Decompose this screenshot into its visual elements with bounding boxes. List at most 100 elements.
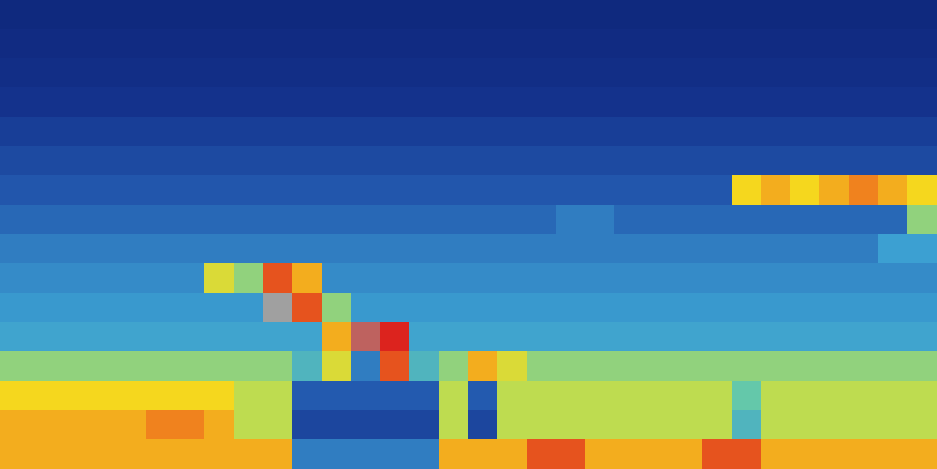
- cell: [87, 0, 119, 31]
- cell: [204, 234, 236, 265]
- cell: [761, 439, 792, 469]
- cell: [117, 234, 148, 265]
- cell: [702, 293, 734, 324]
- cell: [380, 0, 411, 31]
- cell: [849, 29, 880, 60]
- cell: [468, 146, 499, 177]
- cell: [614, 87, 646, 119]
- cell: [702, 351, 734, 383]
- cell: [614, 0, 646, 31]
- cell: [409, 117, 441, 148]
- cell: [29, 263, 60, 295]
- cell: [732, 234, 763, 265]
- cell: [0, 293, 31, 324]
- cell: [380, 263, 411, 295]
- cell: [732, 322, 763, 353]
- cell: [527, 381, 558, 412]
- cell: [790, 410, 821, 441]
- cell: [234, 351, 265, 383]
- cell: [849, 293, 880, 324]
- cell: [58, 205, 89, 236]
- cell: [204, 381, 236, 412]
- cell: [29, 293, 60, 324]
- cell: [673, 439, 704, 469]
- cell: [409, 410, 441, 441]
- cell: [409, 87, 441, 119]
- cell: [117, 381, 148, 412]
- cell: [117, 205, 148, 236]
- cell: [819, 205, 851, 236]
- cell: [439, 381, 470, 412]
- cell: [204, 410, 236, 441]
- cell: [849, 0, 880, 31]
- cell: [673, 58, 704, 89]
- cell: [673, 146, 704, 177]
- cell: [263, 322, 294, 353]
- cell: [585, 29, 616, 60]
- cell: [204, 439, 236, 469]
- cell: [790, 263, 821, 295]
- cell: [527, 322, 558, 353]
- cell: [380, 322, 411, 353]
- cell: [204, 322, 236, 353]
- cell: [527, 351, 558, 383]
- cell: [761, 29, 792, 60]
- cell: [790, 0, 821, 31]
- cell: [175, 87, 206, 119]
- cell: [322, 439, 353, 469]
- cell: [29, 439, 60, 469]
- cell: [849, 410, 880, 441]
- cell: [761, 410, 792, 441]
- cell: [614, 439, 646, 469]
- cell: [204, 175, 236, 207]
- cell: [87, 58, 119, 89]
- cell: [497, 410, 529, 441]
- cell: [585, 117, 616, 148]
- cell: [0, 205, 31, 236]
- cell: [322, 175, 353, 207]
- cell: [146, 351, 177, 383]
- cell: [644, 58, 675, 89]
- cell: [761, 322, 792, 353]
- cell: [29, 381, 60, 412]
- cell: [439, 58, 470, 89]
- cell: [175, 175, 206, 207]
- cell: [175, 58, 206, 89]
- cell: [58, 117, 89, 148]
- cell: [58, 58, 89, 89]
- cell: [468, 87, 499, 119]
- cell: [87, 87, 119, 119]
- cell: [468, 410, 499, 441]
- cell: [819, 87, 851, 119]
- cell: [439, 146, 470, 177]
- cell: [117, 263, 148, 295]
- cell: [439, 175, 470, 207]
- cell: [117, 117, 148, 148]
- cell: [292, 0, 324, 31]
- cell: [790, 322, 821, 353]
- cell: [292, 322, 324, 353]
- cell: [556, 87, 587, 119]
- cell: [614, 146, 646, 177]
- cell: [351, 263, 382, 295]
- cell: [263, 0, 294, 31]
- cell: [761, 146, 792, 177]
- cell: [819, 322, 851, 353]
- cell: [673, 117, 704, 148]
- cell: [702, 87, 734, 119]
- cell: [556, 410, 587, 441]
- cell: [58, 263, 89, 295]
- cell: [0, 87, 31, 119]
- cell: [263, 29, 294, 60]
- cell: [58, 175, 89, 207]
- cell: [409, 322, 441, 353]
- cell: [556, 0, 587, 31]
- cell: [58, 29, 89, 60]
- cell: [204, 146, 236, 177]
- cell: [380, 351, 411, 383]
- cell: [527, 175, 558, 207]
- cell: [292, 58, 324, 89]
- cell: [585, 0, 616, 31]
- cell: [409, 351, 441, 383]
- cell: [29, 146, 60, 177]
